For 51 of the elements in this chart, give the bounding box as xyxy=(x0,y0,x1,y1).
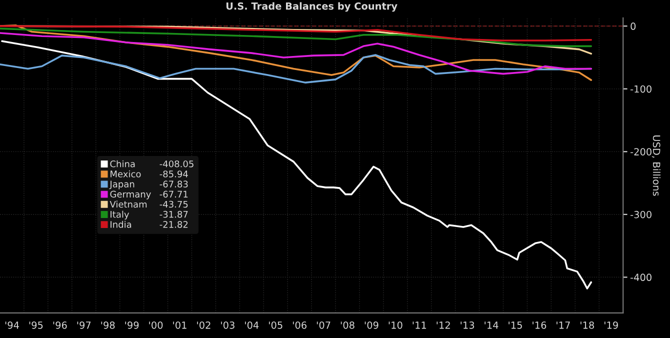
x-tick-label: '04 xyxy=(245,321,259,329)
legend-label: Germany xyxy=(110,190,151,200)
line-series xyxy=(0,32,592,75)
x-tick-label: '98 xyxy=(101,321,115,329)
annotation: -31.87 xyxy=(160,210,188,218)
x-tick-label: '11 xyxy=(412,322,426,329)
x-tick-label: '94 xyxy=(5,321,19,329)
line-series xyxy=(0,28,592,48)
x-tick-label: '10 xyxy=(388,321,402,329)
annotation: -43.75 xyxy=(160,200,188,208)
y-axis-title: USD, Billions xyxy=(652,135,660,196)
x-tick-label: '07 xyxy=(316,321,330,329)
legend-label: Japan xyxy=(109,180,134,190)
x-tick-label: '96 xyxy=(53,321,67,329)
y-tick-label: -300 xyxy=(630,210,652,218)
x-tick-label: '97 xyxy=(77,321,91,329)
legend-label: Italy xyxy=(110,210,130,220)
legend-label: Mexico xyxy=(110,170,141,178)
y-tick-label: 0 xyxy=(630,22,636,30)
x-tick-label: '14 xyxy=(484,322,498,329)
x-tick-label: '01 xyxy=(173,321,186,329)
x-tick-label: '13 xyxy=(460,321,474,329)
x-tick-label: '02 xyxy=(197,321,210,329)
x-tick-label: '12 xyxy=(436,321,450,329)
annotation: -67.71 xyxy=(160,190,188,198)
annotation: -408.05 xyxy=(160,160,194,168)
x-tick-label: '15 xyxy=(508,322,522,329)
legend-label: Vietnam xyxy=(110,200,147,208)
x-tick-label: '03 xyxy=(221,321,234,329)
x-tick-label: '18 xyxy=(580,321,594,329)
legend-label: India xyxy=(110,220,132,228)
y-tick-label: -100 xyxy=(630,85,652,93)
x-tick-label: '00 xyxy=(149,321,163,329)
x-tick-label: '17 xyxy=(556,322,570,329)
x-tick-label: '99 xyxy=(125,321,139,329)
line-series xyxy=(1,40,592,290)
x-tick-label: '19 xyxy=(604,321,618,329)
annotation: -21.82 xyxy=(160,221,188,228)
y-tick-label: -400 xyxy=(630,274,652,282)
annotation: -85.94 xyxy=(160,170,188,178)
chart-title: U.S. Trade Balances by Country xyxy=(226,2,398,12)
x-tick-label: '05 xyxy=(269,321,282,329)
x-tick-label: '06 xyxy=(292,321,306,329)
x-tick-label: '16 xyxy=(532,321,546,329)
annotation: -67.83 xyxy=(160,180,188,188)
line-series xyxy=(0,25,592,42)
y-tick-label: -200 xyxy=(630,148,652,156)
legend-label: China xyxy=(110,160,135,168)
x-tick-label: '08 xyxy=(340,321,354,329)
x-tick-label: '09 xyxy=(364,321,378,329)
x-tick-label: '95 xyxy=(29,321,43,329)
